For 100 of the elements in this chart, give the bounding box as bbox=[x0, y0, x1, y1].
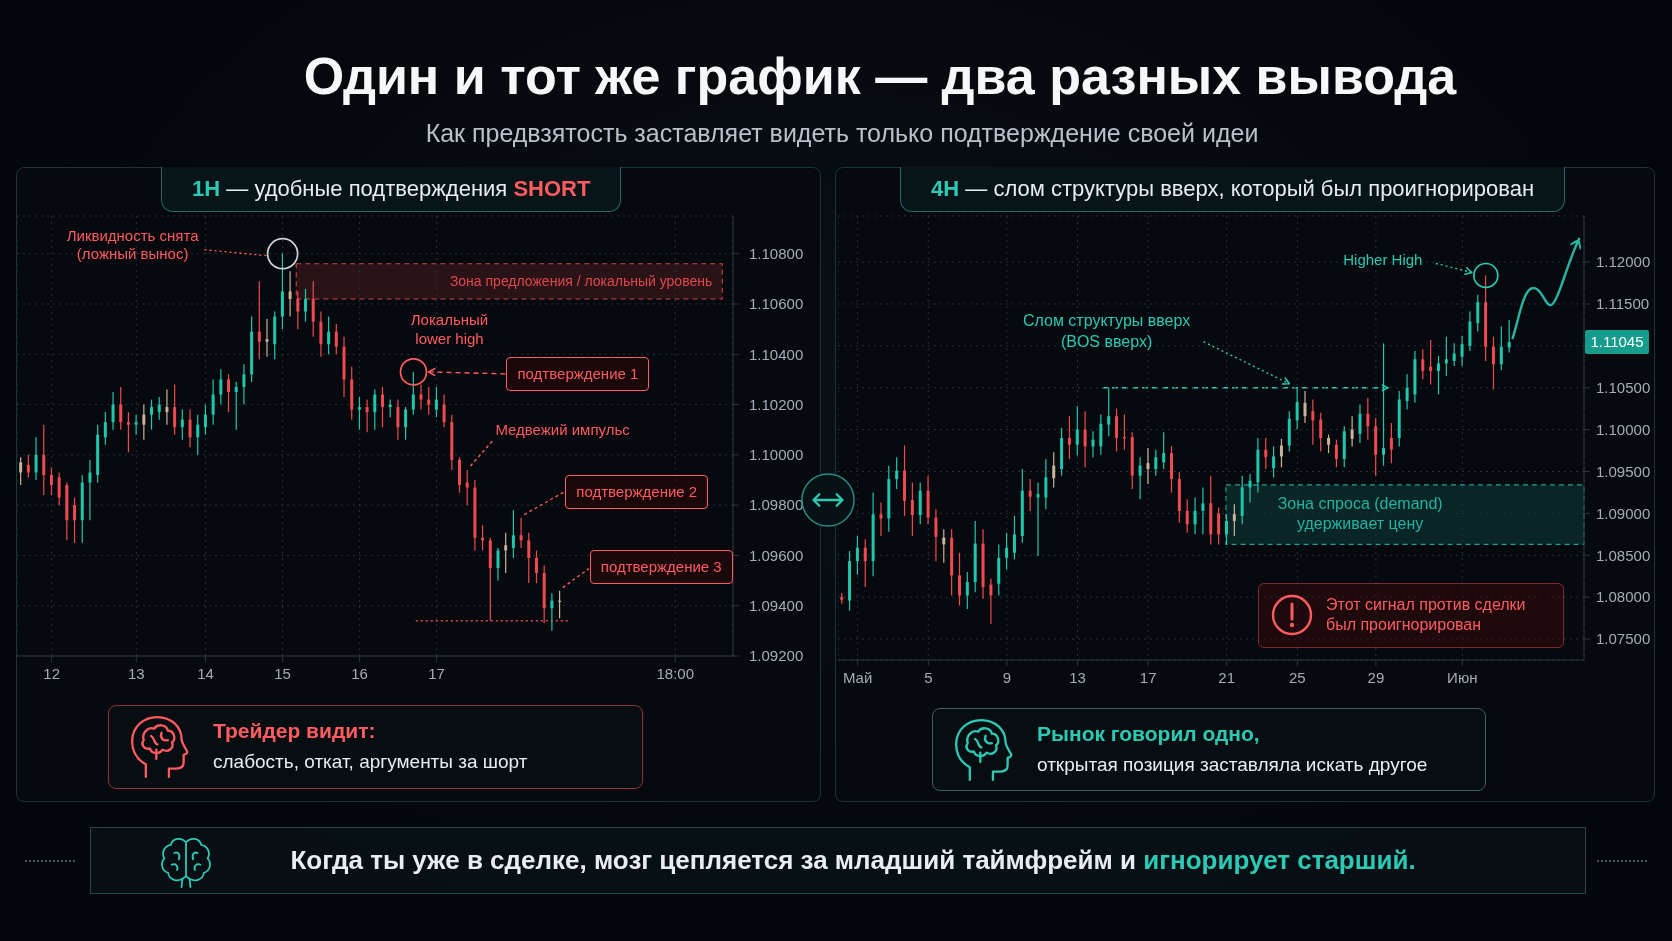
annotation: подтверждение 3 bbox=[589, 549, 733, 584]
candlestick bbox=[942, 528, 946, 564]
candlestick bbox=[242, 363, 246, 406]
candlestick bbox=[150, 398, 154, 431]
candlestick bbox=[1437, 355, 1440, 396]
text: Трейдер видит: bbox=[213, 718, 376, 744]
candlestick bbox=[1012, 515, 1016, 561]
candlestick bbox=[1460, 335, 1464, 367]
candlestick bbox=[519, 517, 523, 549]
y-tick-label: 1.08500 bbox=[1596, 546, 1651, 564]
band-label: Зона спроса (demand) удерживает цену bbox=[1277, 494, 1443, 533]
annotation: Этот сигнал против сделки был проигнорирован bbox=[1326, 595, 1526, 634]
candlestick bbox=[1389, 422, 1393, 464]
candlestick bbox=[527, 532, 531, 584]
candlestick bbox=[496, 547, 500, 582]
candlestick bbox=[1476, 294, 1480, 333]
candlestick bbox=[1036, 481, 1040, 557]
candlestick bbox=[1075, 405, 1079, 457]
candlestick bbox=[373, 388, 377, 431]
candlestick bbox=[396, 398, 400, 441]
candlestick bbox=[42, 424, 46, 496]
x-tick-label: 14 bbox=[197, 664, 214, 682]
candlestick bbox=[1138, 456, 1142, 500]
text: открытая позиция заставляла искать другое bbox=[1037, 753, 1428, 777]
text: 1.11045 bbox=[1585, 330, 1649, 355]
x-tick-label: 9 bbox=[1002, 668, 1011, 686]
x-tick-label: 25 bbox=[1289, 668, 1306, 686]
candlestick bbox=[126, 411, 130, 453]
candlestick bbox=[1272, 445, 1276, 478]
y-tick-label: 1.09800 bbox=[749, 496, 804, 514]
candlestick bbox=[1444, 336, 1448, 377]
candlestick bbox=[1146, 447, 1150, 485]
candlestick bbox=[1217, 506, 1221, 545]
candlestick bbox=[957, 552, 961, 607]
x-tick-label: 18:00 bbox=[656, 664, 695, 682]
x-tick-label: 13 bbox=[1069, 668, 1086, 686]
x-tick-label: 12 bbox=[43, 664, 60, 682]
candlestick bbox=[304, 288, 308, 323]
candlestick bbox=[1083, 410, 1087, 468]
candlestick bbox=[227, 373, 231, 413]
annotation: Higher High bbox=[1343, 251, 1423, 269]
candlestick bbox=[288, 270, 292, 318]
candlestick bbox=[1201, 486, 1205, 535]
x-tick-label: 17 bbox=[1139, 668, 1157, 686]
y-tick-label: 1.11500 bbox=[1596, 295, 1650, 313]
candlestick bbox=[1099, 413, 1103, 456]
candlestick bbox=[404, 406, 408, 441]
y-tick-label: 1.12000 bbox=[1596, 253, 1651, 271]
candlestick bbox=[119, 386, 123, 431]
candlestick bbox=[965, 571, 969, 610]
candlestick bbox=[1319, 412, 1323, 452]
candlestick bbox=[504, 532, 508, 574]
y-tick-label: 1.10200 bbox=[749, 395, 804, 413]
candlestick bbox=[381, 386, 385, 428]
annotation: подтверждение 2 bbox=[565, 474, 709, 509]
candlestick bbox=[442, 393, 446, 428]
candlestick bbox=[1193, 496, 1197, 535]
candlestick bbox=[1382, 342, 1386, 467]
candlestick bbox=[1279, 438, 1283, 468]
candlestick bbox=[534, 549, 538, 584]
candlestick bbox=[1224, 513, 1228, 545]
candlestick bbox=[73, 497, 77, 544]
x-tick-label: Июн bbox=[1447, 668, 1478, 686]
y-tick-label: 1.09600 bbox=[749, 546, 804, 564]
candlestick bbox=[1154, 449, 1158, 477]
candlestick bbox=[265, 318, 269, 358]
y-tick-label: 1.09400 bbox=[749, 597, 804, 615]
y-tick-label: 1.08000 bbox=[1596, 588, 1651, 606]
candlestick bbox=[1091, 430, 1095, 458]
candlestick bbox=[1327, 434, 1331, 454]
candlestick bbox=[1303, 390, 1307, 424]
candlestick bbox=[319, 310, 323, 358]
candlestick bbox=[1334, 439, 1338, 468]
candlestick bbox=[1005, 532, 1009, 571]
candlestick bbox=[1421, 348, 1425, 380]
candlestick bbox=[180, 409, 184, 441]
candlestick bbox=[219, 368, 223, 406]
candlestick bbox=[1429, 339, 1433, 385]
annotation: Локальный lower high bbox=[410, 311, 489, 347]
candlestick bbox=[1295, 387, 1299, 431]
candlestick bbox=[1067, 415, 1071, 460]
candlestick bbox=[934, 508, 938, 562]
candlestick bbox=[165, 388, 169, 426]
candlestick bbox=[1162, 431, 1166, 470]
candlestick bbox=[855, 535, 859, 576]
candlestick bbox=[465, 469, 469, 506]
candlestick bbox=[1405, 373, 1409, 411]
candlestick bbox=[257, 280, 261, 360]
annotation: подтверждение 1 bbox=[506, 356, 650, 391]
candlestick bbox=[357, 396, 361, 431]
x-tick-label: 5 bbox=[924, 668, 933, 686]
y-tick-label: 1.10500 bbox=[1596, 379, 1651, 397]
candlestick bbox=[910, 481, 914, 537]
x-tick-label: 13 bbox=[127, 664, 145, 682]
candlestick bbox=[88, 459, 92, 521]
candlestick bbox=[434, 386, 438, 418]
text: Рынок говорил одно, bbox=[1037, 721, 1260, 747]
candlestick bbox=[111, 391, 115, 431]
candlestick bbox=[419, 383, 423, 411]
candlestick bbox=[1350, 415, 1354, 447]
